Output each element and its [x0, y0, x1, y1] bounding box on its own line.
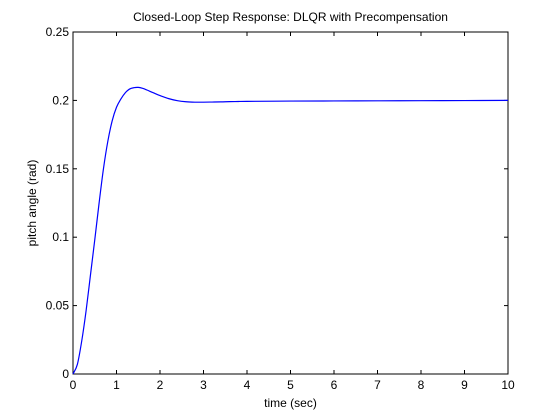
x-axis-label: time (sec) — [264, 396, 317, 410]
y-tick-label: 0.2 — [52, 93, 69, 107]
x-tick-label: 6 — [331, 378, 338, 392]
y-axis-ticks: 0 0.05 0.1 0.15 0.2 0.25 — [46, 25, 508, 381]
x-tick-label: 7 — [374, 378, 381, 392]
y-axis-label: pitch angle (rad) — [25, 160, 39, 247]
x-tick-label: 10 — [501, 378, 515, 392]
chart-title: Closed-Loop Step Response: DLQR with Pre… — [133, 10, 448, 24]
y-tick-label: 0.25 — [46, 25, 70, 39]
x-axis-ticks: 0 1 2 3 4 5 6 7 8 9 10 — [70, 32, 515, 392]
x-tick-label: 1 — [113, 378, 120, 392]
x-tick-label: 0 — [70, 378, 77, 392]
y-tick-label: 0.15 — [46, 162, 70, 176]
x-tick-label: 3 — [200, 378, 207, 392]
x-tick-label: 4 — [244, 378, 251, 392]
x-tick-label: 8 — [418, 378, 425, 392]
x-tick-label: 2 — [157, 378, 164, 392]
y-tick-label: 0.1 — [52, 230, 69, 244]
y-tick-label: 0.05 — [46, 299, 70, 313]
plot-area — [72, 31, 509, 375]
series-line-pitch-angle — [72, 86, 509, 375]
x-tick-label: 5 — [287, 378, 294, 392]
x-tick-label: 9 — [461, 378, 468, 392]
y-tick-label: 0 — [62, 367, 69, 381]
